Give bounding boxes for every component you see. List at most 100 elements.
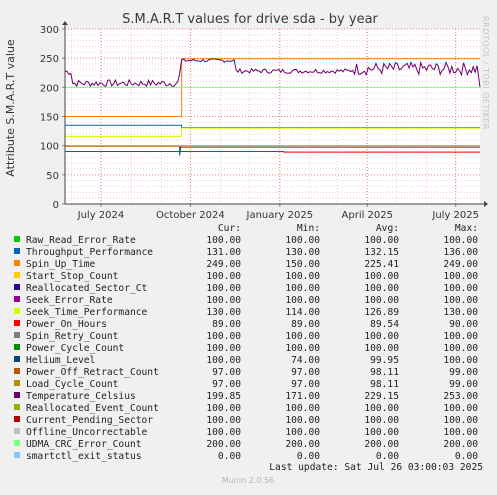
- legend-value-max: 100.00: [443, 343, 478, 354]
- axes: 0 50 100 150 200 250 300 July 2024 October 2024 J…: [40, 21, 488, 221]
- legend-swatch: [14, 404, 20, 410]
- legend-swatch: [14, 248, 20, 254]
- legend-series-name: Spin_Retry_Count: [26, 331, 118, 342]
- last-update: Last update: Sat Jul 26 03:00:03 2025: [269, 462, 483, 473]
- x-tick-label: January 2025: [246, 210, 314, 221]
- legend-value-cur: 100.00: [206, 427, 241, 438]
- legend-value-max: 253.00: [443, 391, 478, 402]
- legend-column-header: Max:: [455, 223, 478, 234]
- legend-swatch: [14, 428, 20, 434]
- series-lines: [64, 58, 481, 205]
- series-line-temperature-celsius: [64, 58, 481, 88]
- x-tick-label: April 2025: [342, 210, 393, 221]
- y-tick-label: 0: [53, 200, 59, 211]
- legend-value-avg: 100.00: [364, 343, 399, 354]
- legend-value-min: 171.00: [285, 391, 320, 402]
- legend-value-min: 0.00: [297, 451, 320, 462]
- legend-swatch: [14, 272, 20, 278]
- legend-swatch: [14, 416, 20, 422]
- legend-swatch: [14, 356, 20, 362]
- legend-value-min: 100.00: [285, 415, 320, 426]
- y-tick-label: 50: [46, 171, 59, 182]
- legend-value-avg: 89.54: [370, 319, 399, 330]
- legend-value-min: 100.00: [285, 331, 320, 342]
- legend-value-min: 74.00: [291, 355, 320, 366]
- legend-swatch: [14, 452, 20, 458]
- legend-value-avg: 100.00: [364, 235, 399, 246]
- legend-value-cur: 100.00: [206, 331, 241, 342]
- legend-value-max: 90.00: [449, 319, 478, 330]
- legend-value-min: 100.00: [285, 235, 320, 246]
- legend-value-max: 130.00: [443, 307, 478, 318]
- legend-swatch: [14, 332, 20, 338]
- legend-value-avg: 98.11: [370, 379, 399, 390]
- legend-value-min: 100.00: [285, 271, 320, 282]
- legend-value-cur: 100.00: [206, 403, 241, 414]
- legend-series-name: Offline_Uncorrectable: [26, 427, 148, 438]
- y-tick-label: 150: [40, 113, 59, 124]
- legend-value-min: 100.00: [285, 427, 320, 438]
- legend-series-name: Helium_Level: [26, 355, 95, 366]
- y-tick-label: 100: [40, 142, 59, 153]
- legend-value-max: 200.00: [443, 439, 478, 450]
- legend-value-min: 100.00: [285, 295, 320, 306]
- legend-value-avg: 100.00: [364, 415, 399, 426]
- legend-swatch: [14, 440, 20, 446]
- legend-series-name: Power_Off_Retract_Count: [26, 367, 159, 378]
- legend-swatch: [14, 344, 20, 350]
- legend-series-name: Power_Cycle_Count: [26, 343, 124, 354]
- legend-value-avg: 100.00: [364, 295, 399, 306]
- legend-series-name: Raw_Read_Error_Rate: [26, 235, 136, 246]
- y-tick-label: 250: [40, 54, 59, 65]
- legend-value-min: 100.00: [285, 403, 320, 414]
- series-line-load-cycle-count: [65, 145, 480, 148]
- legend-value-max: 136.00: [443, 247, 478, 258]
- x-tick-label: July 2025: [431, 210, 479, 221]
- legend-value-avg: 132.15: [364, 247, 399, 258]
- legend-series-name: Reallocated_Event_Count: [26, 403, 159, 414]
- legend-value-cur: 100.00: [206, 235, 241, 246]
- legend-swatch: [14, 308, 20, 314]
- series-line-seek-time-performance: [65, 127, 480, 137]
- legend-value-max: 0.00: [455, 451, 478, 462]
- legend-series-name: Start_Stop_Count: [26, 271, 118, 282]
- legend-value-cur: 131.00: [206, 247, 241, 258]
- legend-value-min: 100.00: [285, 343, 320, 354]
- legend-value-cur: 0.00: [218, 451, 241, 462]
- legend-value-cur: 89.00: [212, 319, 241, 330]
- x-tick-label: October 2024: [156, 210, 225, 221]
- legend-swatch: [14, 392, 20, 398]
- legend-value-avg: 229.15: [364, 391, 399, 402]
- legend-value-max: 100.00: [443, 415, 478, 426]
- legend-value-max: 99.00: [449, 367, 478, 378]
- legend-value-cur: 200.00: [206, 439, 241, 450]
- legend-value-avg: 100.00: [364, 331, 399, 342]
- legend-series-name: Spin_Up_Time: [26, 259, 96, 270]
- legend-value-avg: 200.00: [364, 439, 399, 450]
- y-axis-label: Attribute S.M.A.R.T value: [4, 39, 17, 177]
- legend-value-min: 150.00: [285, 259, 320, 270]
- legend-value-max: 100.00: [443, 295, 478, 306]
- legend-value-cur: 100.00: [206, 343, 241, 354]
- legend-series-name: Load_Cycle_Count: [26, 379, 118, 390]
- legend-swatch: [14, 380, 20, 386]
- legend-value-cur: 100.00: [206, 415, 241, 426]
- legend-column-header: Avg:: [376, 223, 399, 234]
- y-tick-label: 200: [40, 83, 59, 94]
- legend-value-max: 100.00: [443, 331, 478, 342]
- legend-value-avg: 100.00: [364, 271, 399, 282]
- legend-series-name: Throughput_Performance: [26, 247, 153, 258]
- legend-value-cur: 249.00: [206, 259, 241, 270]
- legend-value-max: 100.00: [443, 283, 478, 294]
- legend-value-avg: 100.00: [364, 283, 399, 294]
- legend-value-min: 200.00: [285, 439, 320, 450]
- y-axis-arrow: [62, 21, 68, 25]
- legend-swatch: [14, 320, 20, 326]
- legend-value-avg: 0.00: [376, 451, 399, 462]
- legend-value-max: 249.00: [443, 259, 478, 270]
- legend: Cur: Min: Avg: Max: Raw_Read_Error_Rate 100.0…: [14, 223, 478, 462]
- legend-value-cur: 97.00: [212, 367, 241, 378]
- series-line-power-on-hours: [65, 151, 480, 153]
- legend-value-max: 100.00: [443, 403, 478, 414]
